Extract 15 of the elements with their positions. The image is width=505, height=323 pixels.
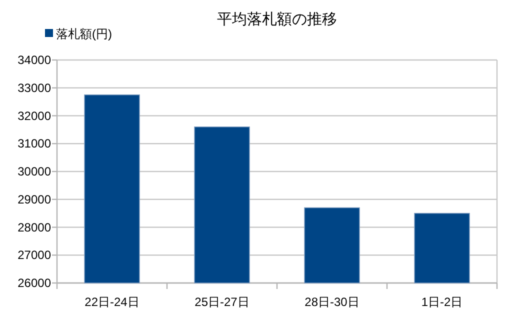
x-tick-label: 28日-30日 [304,295,360,309]
y-tick-label: 33000 [18,80,52,95]
x-tick-label: 1日-2日 [421,295,463,309]
y-tick-label: 30000 [18,164,52,178]
x-tick-label: 25日-27日 [194,295,250,309]
chart-title: 平均落札額の推移 [217,11,337,28]
y-tick-label: 29000 [18,192,52,206]
y-tick-label: 31000 [18,136,52,151]
y-tick-label: 32000 [18,108,52,123]
x-tick-label: 22日-24日 [84,295,140,309]
legend-label: 落札額(円) [56,27,112,41]
y-tick-label: 26000 [18,276,52,290]
y-tick-label: 28000 [18,220,52,234]
y-tick-label: 27000 [18,248,52,262]
y-tick-label: 34000 [18,53,52,67]
